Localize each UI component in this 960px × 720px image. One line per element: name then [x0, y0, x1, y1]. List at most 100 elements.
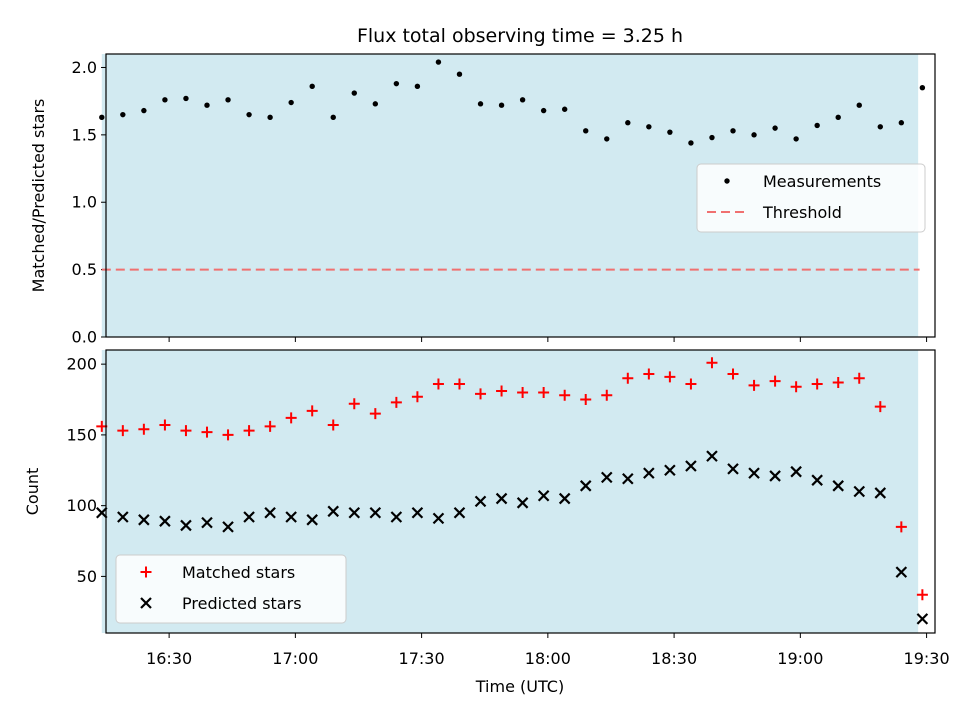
matched-stars-point [285, 412, 297, 424]
predicted-stars-point [495, 492, 508, 505]
x-tick-label: 18:00 [525, 649, 571, 668]
matched-stars-point [306, 405, 318, 417]
predicted-stars-point [117, 511, 129, 523]
y-tick-label: 1.5 [72, 125, 97, 144]
matched-stars-point [432, 378, 444, 390]
predicted-stars-point [537, 489, 550, 502]
measurements-point [183, 95, 189, 102]
measurements-point [814, 122, 820, 129]
predicted-stars-point [348, 506, 361, 519]
predicted-stars-point [706, 450, 718, 462]
measurements-point [99, 114, 105, 121]
measurements-point [835, 114, 841, 121]
predicted-stars-point [432, 512, 445, 525]
matched-stars-point [453, 378, 465, 390]
matched-stars-point [348, 398, 360, 410]
legend: Matched stars Predicted stars [115, 554, 347, 624]
predicted-stars-point [264, 506, 276, 519]
matched-stars-point [390, 396, 402, 408]
legend-predicted-stars-swatch [140, 597, 152, 609]
legend-matched-stars-label: Matched stars [182, 563, 295, 582]
matched-stars-point [916, 589, 928, 601]
predicted-stars-point [664, 464, 676, 477]
legend-measurements-label: Measurements [763, 172, 881, 191]
measurements-point [456, 71, 463, 77]
predicted-stars-point [811, 474, 823, 486]
measurements-point [751, 132, 757, 138]
matched-stars-point [643, 368, 655, 380]
y-tick-label: 100 [66, 496, 97, 515]
y-tick-label: 50 [77, 567, 97, 586]
matched-stars-point [159, 419, 171, 431]
predicted-stars-point [327, 505, 340, 518]
matched-stars-point [622, 372, 634, 384]
matched-stars-point [243, 425, 255, 437]
matched-stars-point [327, 419, 339, 431]
measurements-point [120, 111, 126, 118]
measurements-point [667, 129, 673, 135]
matched-stars-point [580, 394, 592, 406]
x-tick-label: 16:30 [146, 649, 192, 668]
measurements-point [267, 114, 273, 121]
measurements-point [477, 101, 484, 107]
matched-stars-point [748, 379, 760, 391]
predicted-stars-point [180, 519, 192, 532]
predicted-stars-point [369, 506, 382, 519]
matched-stars-point [369, 408, 381, 420]
measurements-point [498, 102, 505, 108]
matched-stars-point [811, 378, 823, 390]
predicted-stars-point [727, 463, 739, 475]
matched-stars-point [138, 423, 150, 435]
predicted-stars-point [222, 521, 234, 533]
predicted-stars-point [411, 506, 424, 519]
y-axis-label: Count [23, 468, 42, 516]
measurements-point [625, 120, 631, 126]
predicted-stars-point [790, 465, 802, 478]
legend-measurements-swatch [724, 178, 730, 184]
measurements-point [246, 111, 252, 118]
chart-title: Flux total observing time = 3.25 h [357, 25, 683, 47]
matched-stars-point [222, 429, 234, 441]
plot-frame [105, 349, 936, 634]
measurements-point [793, 136, 799, 142]
predicted-stars-point [622, 472, 634, 485]
matched-stars-point [895, 521, 907, 533]
predicted-stars-point [390, 511, 403, 523]
measurements-point [604, 136, 610, 142]
measurements-point [351, 90, 357, 96]
measurements-point [204, 102, 210, 108]
measurements-point [856, 102, 862, 108]
matched-stars-point [790, 381, 802, 393]
predicted-stars-point [159, 515, 171, 527]
y-tick-label: 1.0 [72, 193, 97, 212]
measurements-point [898, 120, 905, 126]
predicted-stars-point [832, 480, 844, 492]
measurements-point [540, 107, 547, 114]
y-axis-label: Matched/Predicted stars [29, 99, 48, 293]
measurements-point [288, 99, 294, 106]
x-tick-label: 17:00 [272, 649, 318, 668]
measurements-point [141, 107, 147, 114]
x-axis-ticks: 16:30 17:00 17:30 18:00 18:30 19:00 19:30 [146, 649, 950, 668]
predicted-stars-point [643, 467, 655, 479]
matched-stars-point [517, 386, 529, 398]
matched-stars-point [180, 425, 192, 437]
matched-stars-point [706, 357, 718, 369]
x-tick-label: 18:30 [651, 649, 697, 668]
matched-stars-point [685, 378, 697, 390]
matched-stars-point [496, 385, 508, 397]
matched-stars-point [664, 371, 676, 383]
predicted-stars-point [285, 511, 297, 523]
matched-stars-point [853, 372, 865, 384]
x-tick-label: 17:30 [399, 649, 445, 668]
measurements-point [772, 125, 778, 131]
x-tick-label: 19:00 [777, 649, 823, 668]
measurements-point [877, 124, 883, 130]
predicted-stars-point [685, 460, 697, 472]
measurements-point [646, 124, 652, 130]
ratio-panel: 0.0 0.5 1.0 1.5 2.0 Matched/Predicted stars Me… [29, 53, 936, 347]
predicted-stars-point [895, 566, 908, 578]
measurements-point [372, 101, 379, 107]
legend-predicted-stars-label: Predicted stars [182, 594, 302, 613]
matched-stars-point [727, 368, 739, 380]
